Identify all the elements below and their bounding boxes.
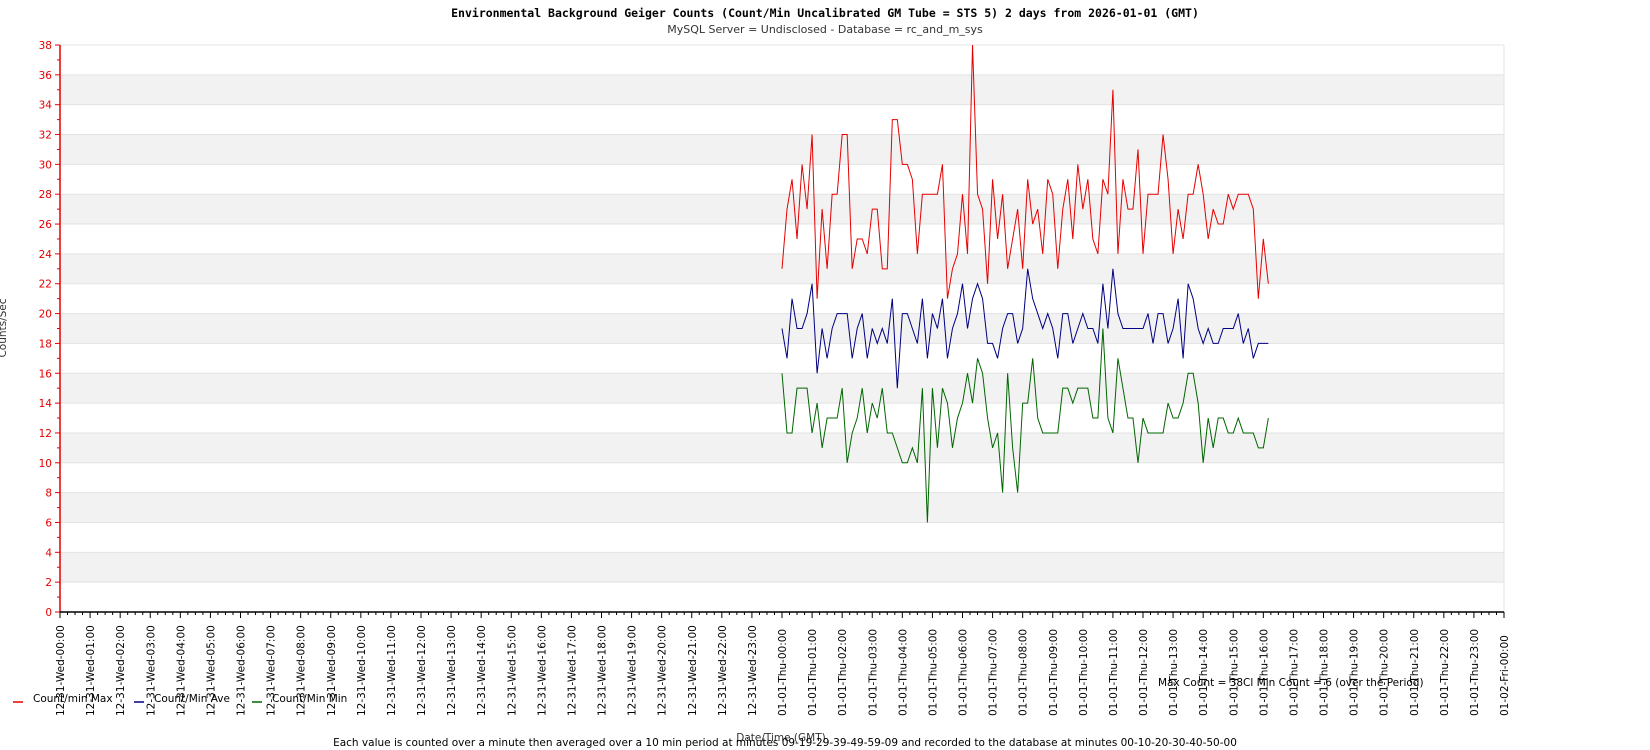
x-tick-label: 12-31-Wed-08:00 xyxy=(296,625,308,716)
axes xyxy=(55,44,1505,618)
x-tick-label: 12-31-Wed-05:00 xyxy=(205,625,217,716)
x-tick-label: 12-31-Wed-01:00 xyxy=(85,625,97,716)
y-tick-label: 0 xyxy=(45,607,52,619)
y-tick-label: 18 xyxy=(39,338,52,350)
x-tick-label: 01-01-Thu-11:00 xyxy=(1108,629,1120,716)
series-line-1 xyxy=(781,268,1269,389)
x-tick-label: 12-31-Wed-21:00 xyxy=(687,625,699,716)
x-tick-label: 12-31-Wed-04:00 xyxy=(175,625,187,716)
y-tick-label: 24 xyxy=(39,249,53,261)
series-line-2 xyxy=(781,328,1269,523)
y-tick-label: 16 xyxy=(39,368,53,380)
x-axis-label: Date/Time (GMT) xyxy=(736,732,825,744)
max-min-annotation: Max Count = 38Cl Min Count = 6 (over the… xyxy=(1158,677,1424,689)
legend-label-0: Count/min Max xyxy=(33,693,113,705)
x-tick-label: 01-01-Thu-09:00 xyxy=(1048,629,1060,716)
y-tick-label: 4 xyxy=(45,547,52,559)
x-tick-label: 01-01-Thu-10:00 xyxy=(1078,629,1090,716)
x-tick-label: 01-01-Thu-20:00 xyxy=(1379,629,1391,716)
y-tick-label: 34 xyxy=(39,100,53,112)
grid-lines xyxy=(60,44,1505,613)
grid-band xyxy=(60,74,1504,105)
x-tick-label: 12-31-Wed-03:00 xyxy=(145,625,157,716)
y-tick-label: 2 xyxy=(45,577,52,589)
x-tick-label: 01-01-Thu-21:00 xyxy=(1409,629,1421,716)
x-tick-label: 01-01-Thu-08:00 xyxy=(1018,629,1030,716)
x-tick-label: 01-01-Thu-07:00 xyxy=(988,629,1000,716)
grid-band xyxy=(60,432,1504,463)
x-tick-labels: 12-31-Wed-00:00 12-31-Wed-01:00 12-31-Wed-… xyxy=(55,625,1511,716)
x-tick-label: 12-31-Wed-15:00 xyxy=(506,625,518,716)
y-tick-label: 26 xyxy=(39,219,53,231)
x-tick-label: 01-01-Thu-13:00 xyxy=(1168,629,1180,716)
y-tick-label: 30 xyxy=(39,159,52,171)
x-tick-label: 12-31-Wed-17:00 xyxy=(566,625,578,716)
y-tick-label: 6 xyxy=(45,517,52,529)
x-tick-label: 01-01-Thu-23:00 xyxy=(1469,629,1481,716)
y-tick-label: 20 xyxy=(39,309,52,321)
legend-label-2: Count/Min Min xyxy=(272,693,347,705)
x-tick-label: 01-01-Thu-05:00 xyxy=(927,629,939,716)
x-tick-label: 01-01-Thu-14:00 xyxy=(1198,629,1210,716)
x-tick-label: 12-31-Wed-07:00 xyxy=(266,625,278,716)
x-tick-label: 01-01-Thu-18:00 xyxy=(1319,629,1331,716)
x-tick-label: 12-31-Wed-20:00 xyxy=(657,625,669,716)
x-tick-label: 01-01-Thu-00:00 xyxy=(777,629,789,716)
x-tick-label: 01-02-Fri-00:00 xyxy=(1499,635,1511,716)
x-tick-label: 12-31-Wed-16:00 xyxy=(536,625,548,716)
x-tick-label: 01-01-Thu-12:00 xyxy=(1138,629,1150,716)
x-tick-label: 12-31-Wed-19:00 xyxy=(627,625,639,716)
y-tick-label: 36 xyxy=(39,70,53,82)
x-tick-label: 01-01-Thu-03:00 xyxy=(867,629,879,716)
x-tick-label: 12-31-Wed-00:00 xyxy=(55,625,67,716)
x-tick-label: 01-01-Thu-15:00 xyxy=(1228,629,1240,716)
y-tick-label: 22 xyxy=(39,279,52,291)
x-tick-label: 01-01-Thu-16:00 xyxy=(1258,629,1270,716)
x-tick-label: 12-31-Wed-23:00 xyxy=(747,625,759,716)
y-axis-label: Counts/Sec xyxy=(0,298,9,357)
legend-label-1: Count/Min Ave xyxy=(154,693,230,705)
y-tick-label: 12 xyxy=(39,428,52,440)
chart-subtitle: MySQL Server = Undisclosed - Database = … xyxy=(667,23,983,36)
x-tick-label: 12-31-Wed-14:00 xyxy=(476,625,488,716)
y-tick-label: 38 xyxy=(39,40,52,52)
x-tick-label: 12-31-Wed-18:00 xyxy=(597,625,609,716)
x-tick-label: 12-31-Wed-10:00 xyxy=(356,625,368,716)
grid-band xyxy=(60,194,1504,225)
x-tick-label: 12-31-Wed-02:00 xyxy=(115,625,127,716)
y-tick-label: 28 xyxy=(39,189,52,201)
x-tick-label: 12-31-Wed-22:00 xyxy=(717,625,729,716)
series-line-0 xyxy=(781,44,1269,299)
x-tick-label: 01-01-Thu-01:00 xyxy=(807,629,819,716)
legend: Count/min Max Count/Min Ave Count/Min Min xyxy=(13,693,347,705)
grid-band xyxy=(60,552,1504,583)
x-tick-label: 12-31-Wed-09:00 xyxy=(326,625,338,716)
x-tick-label: 01-01-Thu-22:00 xyxy=(1439,629,1451,716)
chart-title: Environmental Background Geiger Counts (… xyxy=(451,6,1199,20)
y-tick-label: 32 xyxy=(39,130,52,142)
grid-band xyxy=(60,492,1504,523)
x-tick-label: 12-31-Wed-11:00 xyxy=(386,625,398,716)
y-tick-label: 10 xyxy=(39,458,52,470)
x-tick-label: 01-01-Thu-04:00 xyxy=(897,629,909,716)
x-tick-label: 01-01-Thu-02:00 xyxy=(837,629,849,716)
x-tick-label: 12-31-Wed-12:00 xyxy=(416,625,428,716)
series-lines xyxy=(781,44,1269,523)
footnote: Each value is counted over a minute then… xyxy=(333,737,1237,749)
x-tick-label: 01-01-Thu-06:00 xyxy=(958,629,970,716)
grid-band xyxy=(60,134,1504,165)
x-tick-label: 01-01-Thu-19:00 xyxy=(1349,629,1361,716)
x-tick-label: 12-31-Wed-13:00 xyxy=(446,625,458,716)
x-tick-label: 01-01-Thu-17:00 xyxy=(1288,629,1300,716)
x-tick-label: 12-31-Wed-06:00 xyxy=(236,625,248,716)
y-tick-label: 8 xyxy=(45,488,52,500)
y-tick-label: 14 xyxy=(39,398,53,410)
